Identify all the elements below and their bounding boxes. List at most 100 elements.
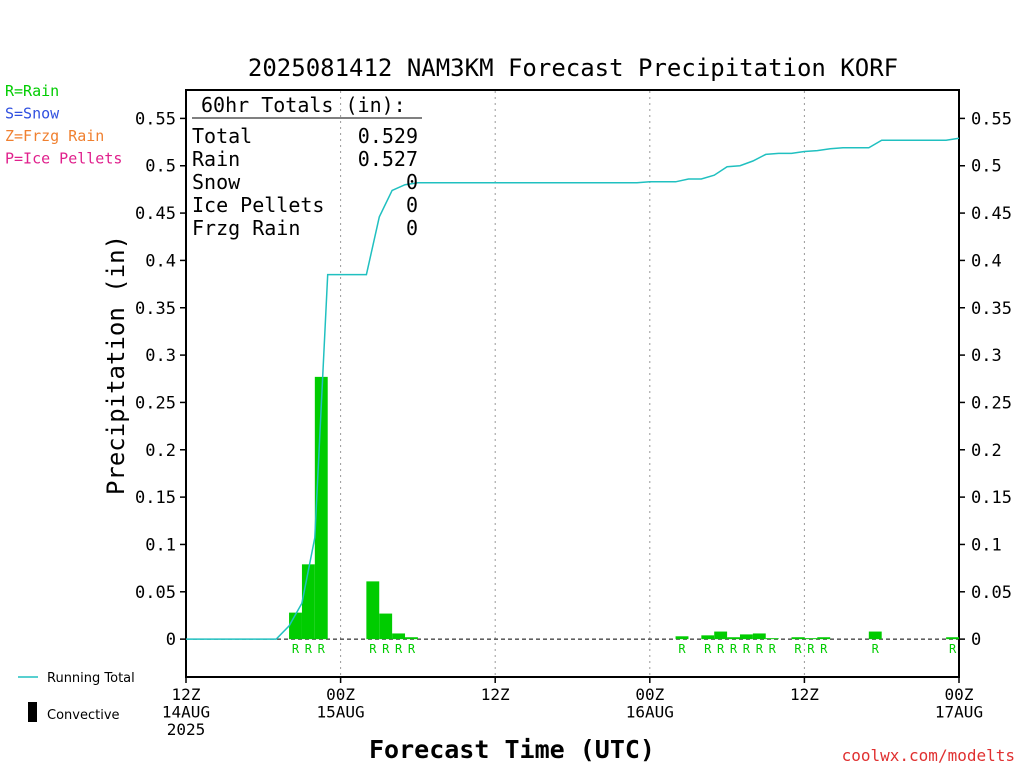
ptype-label: R <box>730 642 738 656</box>
y-tick-label: 0.2 <box>145 441 176 461</box>
totals-row-value: 0 <box>406 193 418 217</box>
precip-bar <box>868 631 882 640</box>
x-tick-label: 12Z <box>481 685 510 704</box>
precip-bar <box>701 635 715 640</box>
y-tick-label: 0.45 <box>135 204 176 224</box>
totals-row-label: Snow <box>192 170 241 194</box>
y-tick-label: 0.55 <box>135 109 176 129</box>
y-tick-label: 0.55 <box>971 109 1012 129</box>
precip-bar <box>765 638 779 640</box>
ptype-label: R <box>678 642 686 656</box>
precip-bar <box>817 637 831 640</box>
y-tick-label: 0.15 <box>971 488 1012 508</box>
y-tick-label: 0.1 <box>971 535 1002 555</box>
ptype-label: R <box>807 642 815 656</box>
precip-bar <box>675 636 689 640</box>
ptype-label: R <box>743 642 751 656</box>
y-tick-label: 0.3 <box>971 346 1002 366</box>
ptype-label: R <box>949 642 957 656</box>
precip-bar <box>752 633 766 640</box>
x-tick-label: 00Z <box>326 685 355 704</box>
ptype-label: R <box>820 642 828 656</box>
ptype-label: R <box>395 642 403 656</box>
ptype-label: R <box>872 642 880 656</box>
precip-bars <box>289 376 959 640</box>
totals-row-label: Ice Pellets <box>192 193 324 217</box>
ptype-label: R <box>382 642 390 656</box>
y-axis-right: 0 0.05 0.1 0.15 0.2 0.25 0.3 0.35 0.4 0.45 0.5 0.55 <box>959 109 1012 650</box>
x-tick-label: 00Z <box>635 685 664 704</box>
y-tick-label: 0.4 <box>971 251 1002 271</box>
y-tick-label: 0.1 <box>145 535 176 555</box>
ptype-legend-item: Z=Frzg Rain <box>5 127 104 145</box>
credit-text: coolwx.com/modelts <box>842 746 1015 765</box>
x-tick-label: 12Z <box>790 685 819 704</box>
x-tick-label: 12Z <box>172 685 201 704</box>
totals-row-label: Total <box>192 124 252 148</box>
ptype-label: R <box>305 642 313 656</box>
precip-bar <box>804 638 818 640</box>
y-tick-label: 0.4 <box>145 251 176 271</box>
totals-row-value: 0.527 <box>358 147 418 171</box>
totals-row-label: Rain <box>192 147 240 171</box>
x-axis-label: Forecast Time (UTC) <box>369 735 655 764</box>
ptype-label: R <box>704 642 712 656</box>
y-tick-label: 0.35 <box>135 299 176 319</box>
y-tick-label: 0.15 <box>135 488 176 508</box>
ptype-label: R <box>794 642 802 656</box>
convective-legend-label: Convective <box>47 708 120 723</box>
x-tick-label: 14AUG <box>162 703 210 722</box>
ptype-legend-item: R=Rain <box>5 82 59 100</box>
x-tick-label: 2025 <box>167 720 206 739</box>
y-tick-label: 0.25 <box>971 393 1012 413</box>
totals-box: 60hr Totals (in): Total 0.529 Rain 0.527 Snow… <box>192 93 422 240</box>
y-tick-label: 0 <box>971 630 981 650</box>
totals-row-label: Frzg Rain <box>192 216 300 240</box>
precip-bar <box>379 613 393 640</box>
precip-bar <box>405 637 418 640</box>
y-axis-left: 0 0.05 0.1 0.15 0.2 0.25 0.3 0.35 0.4 0.45 0.5 0.55 <box>135 109 186 650</box>
x-tick-label: 00Z <box>945 685 974 704</box>
ptype-label: R <box>717 642 725 656</box>
type-legend: R=Rain S=Snow Z=Frzg Rain P=Ice Pellets <box>5 82 122 168</box>
totals-title: 60hr Totals (in): <box>201 93 406 117</box>
y-tick-label: 0.5 <box>971 157 1002 177</box>
plot-frame <box>185 89 960 678</box>
ptype-label: R <box>369 642 377 656</box>
precip-bar <box>301 564 315 640</box>
precip-bar <box>727 637 740 640</box>
convective-legend-swatch <box>28 702 37 722</box>
y-axis-label: Precipitation (in) <box>102 235 130 495</box>
ptype-label: R <box>408 642 416 656</box>
precip-bar <box>739 634 753 640</box>
totals-row-value: 0.529 <box>358 124 418 148</box>
y-tick-label: 0 <box>166 630 176 650</box>
y-tick-label: 0.05 <box>971 583 1012 603</box>
ptype-label: R <box>756 642 764 656</box>
ptype-label: R <box>318 642 326 656</box>
precip-bar <box>314 376 328 640</box>
x-grid <box>340 91 805 676</box>
precip-bar <box>714 631 728 640</box>
y-tick-label: 0.35 <box>971 299 1012 319</box>
precip-bar <box>791 637 805 640</box>
y-tick-label: 0.45 <box>971 204 1012 224</box>
totals-row-value: 0 <box>406 170 418 194</box>
precip-bar <box>289 612 302 640</box>
ptype-label: R <box>292 642 300 656</box>
running-total-line <box>186 137 960 640</box>
precip-bar <box>366 581 380 640</box>
totals-row-value: 0 <box>406 216 418 240</box>
bottom-legend: Running Total Convective <box>18 671 135 723</box>
x-tick-label: 15AUG <box>317 703 365 722</box>
chart-title: 2025081412 NAM3KM Forecast Precipitation… <box>248 54 898 82</box>
ptype-legend-item: S=Snow <box>5 105 60 123</box>
y-tick-label: 0.5 <box>145 157 176 177</box>
y-tick-label: 0.3 <box>145 346 176 366</box>
x-tick-label: 16AUG <box>626 703 674 722</box>
y-tick-label: 0.2 <box>971 441 1002 461</box>
x-tick-label: 17AUG <box>935 703 983 722</box>
